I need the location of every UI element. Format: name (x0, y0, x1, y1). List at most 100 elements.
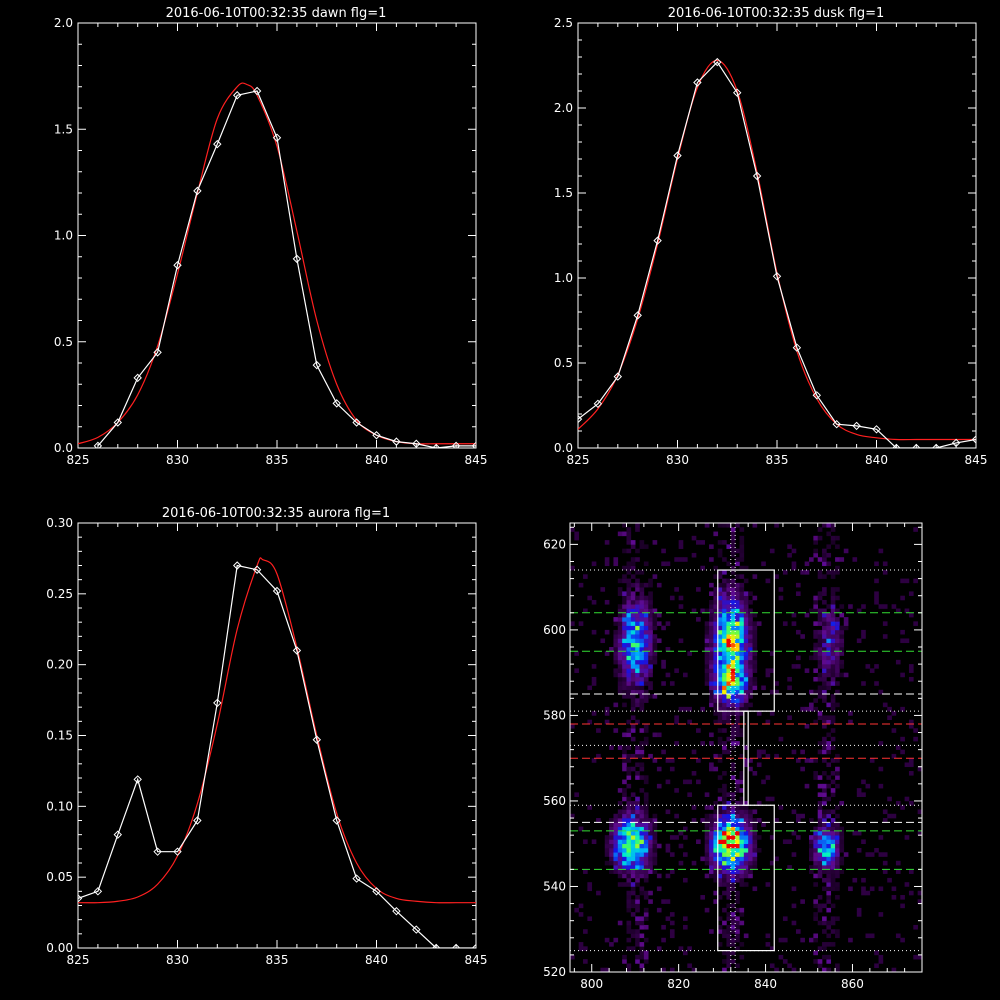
heatmap-cell (643, 544, 649, 549)
heatmap-cell (813, 758, 819, 763)
heatmap-cell (830, 570, 836, 575)
heatmap-cell (726, 916, 732, 921)
heatmap-cell (835, 595, 840, 601)
heatmap-cell (639, 595, 645, 601)
heatmap-cell (613, 621, 619, 626)
heatmap-cell (613, 856, 619, 862)
heatmap-cell (726, 676, 732, 682)
heatmap-cell (648, 869, 653, 874)
heatmap-cell (761, 779, 766, 785)
heatmap-cell (626, 561, 632, 567)
heatmap-cell (743, 595, 749, 601)
heatmap-cell (639, 655, 645, 661)
heatmap-cell (822, 523, 827, 528)
heatmap-cell (730, 877, 736, 883)
heatmap-cell (617, 830, 623, 836)
heatmap-cell (822, 903, 827, 909)
heatmap-cell (817, 535, 823, 541)
heatmap-cell (717, 694, 723, 699)
heatmap-cell (743, 873, 749, 879)
heatmap-cell (639, 924, 645, 930)
heatmap-cell (648, 668, 653, 673)
heatmap-cell (643, 852, 649, 857)
heatmap-cell (626, 535, 632, 541)
heatmap-cell (709, 582, 714, 588)
heatmap-cell (765, 719, 771, 725)
heatmap-cell (735, 783, 740, 789)
heatmap-cell (826, 629, 832, 635)
heatmap-cell (709, 608, 714, 614)
heatmap-cell (835, 617, 840, 622)
heatmap-cell (726, 736, 732, 742)
heatmap-cell (635, 702, 640, 708)
heatmap-cell (730, 766, 736, 772)
heatmap-cell (817, 843, 823, 849)
heatmap-cell (635, 689, 640, 695)
heatmap-cell (817, 835, 823, 840)
heatmap-cell (813, 604, 819, 609)
heatmap-cell (709, 762, 714, 768)
heatmap-cell (748, 638, 753, 644)
heatmap-cell (813, 775, 819, 780)
data-point (693, 78, 702, 87)
heatmap-cell (639, 706, 645, 712)
heatmap-cell (635, 668, 640, 673)
heatmap-cell (635, 676, 640, 682)
heatmap-cell (656, 582, 662, 588)
heatmap-cell (839, 651, 845, 656)
heatmap-cell (622, 548, 627, 554)
heatmap-cell (713, 672, 719, 678)
heatmap-cell (900, 595, 905, 601)
heatmap-cell (869, 852, 875, 857)
heatmap-cell (704, 638, 710, 644)
heatmap-cell (813, 830, 819, 836)
heatmap-cell (639, 634, 645, 639)
heatmap-cell (696, 728, 701, 733)
heatmap-cell (743, 852, 749, 857)
heatmap-cell (630, 557, 636, 562)
heatmap-cell (709, 865, 714, 870)
heatmap-cell (730, 642, 736, 648)
heatmap-cell (717, 809, 723, 815)
heatmap-cell (839, 672, 845, 678)
heatmap-cell (739, 788, 745, 793)
heatmap-cell (826, 685, 832, 691)
heatmap-cell (635, 642, 640, 648)
data-point (93, 441, 103, 448)
heatmap-cell (752, 523, 758, 528)
heatmap-cell (817, 664, 823, 669)
heatmap-cell (639, 694, 645, 699)
heatmap-cell (830, 523, 836, 528)
heatmap-cell (648, 659, 653, 665)
heatmap-cell (717, 634, 723, 639)
heatmap-cell (735, 604, 740, 609)
heatmap-cell (691, 552, 697, 558)
heatmap-cell (630, 813, 636, 819)
heatmap-cell (713, 852, 719, 857)
heatmap-cell (669, 929, 675, 934)
heatmap-cell (843, 852, 849, 857)
heatmap-cell (613, 659, 619, 665)
heatmap-cell (709, 612, 714, 618)
heatmap-cell (722, 570, 727, 575)
heatmap-cell (730, 860, 736, 866)
heatmap-cell (822, 954, 827, 960)
heatmap-cell (913, 621, 918, 626)
heatmap-cell (826, 745, 832, 750)
heatmap-cell (726, 672, 732, 678)
heatmap-cell (639, 809, 645, 815)
heatmap-cell (900, 638, 905, 644)
heatmap-cell (630, 852, 636, 857)
heatmap-cell (722, 843, 727, 849)
heatmap-cell (861, 604, 866, 609)
heatmap-cell (726, 929, 732, 934)
heatmap-cell (709, 642, 714, 648)
heatmap-cell (726, 942, 732, 947)
heatmap-cell (817, 826, 823, 832)
heatmap-cell (704, 907, 710, 913)
heatmap-cell (739, 753, 745, 759)
heatmap-cell (791, 664, 797, 669)
heatmap-cell (704, 818, 710, 823)
heatmap-cell (739, 672, 745, 678)
heatmap-cell (691, 805, 697, 810)
